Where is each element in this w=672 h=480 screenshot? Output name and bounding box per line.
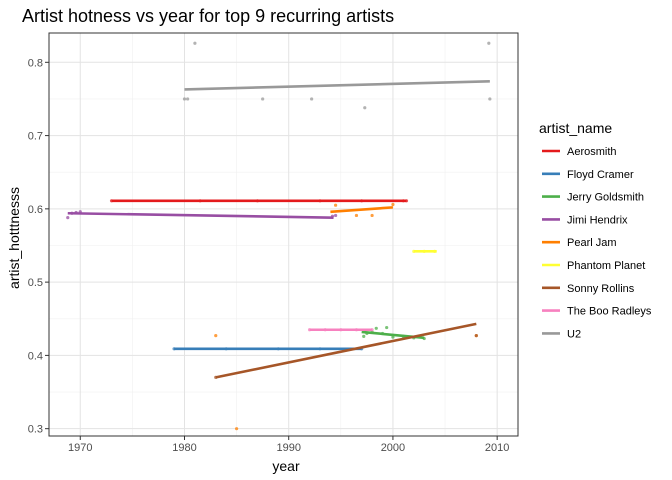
x-tick-label: 1990 [276,442,300,454]
legend-label: Jerry Goldsmith [567,192,644,204]
x-axis-title: year [272,458,300,474]
data-point [214,334,218,338]
data-point [182,97,187,101]
data-point [235,427,239,431]
y-axis-title: artist_hotttnesss [6,187,22,289]
chart-marks [66,41,492,431]
data-point [362,334,366,338]
legend: artist_name Aerosmith Floyd Cramer Jerry G… [539,120,652,340]
legend-title: artist_name [539,120,612,136]
x-tick-label: 1970 [68,442,92,454]
data-point [487,41,491,45]
data-point [193,41,197,45]
data-point [385,325,389,330]
y-tick-label: 0.8 [28,57,43,69]
data-point [186,97,190,101]
panel-border [48,32,519,437]
data-point [261,97,265,101]
data-point [66,216,70,220]
data-point [488,97,492,101]
y-tick-label: 0.7 [28,131,43,143]
chart-title: Artist hotness vs year for top 9 recurri… [22,6,394,26]
data-point [391,335,395,339]
y-tick-label: 0.3 [28,424,43,436]
legend-label: Phantom Planet [567,260,645,272]
data-point [334,213,338,218]
legend-label: Aerosmith [567,146,617,158]
plot-panel [48,32,519,437]
legend-label: U2 [567,328,581,340]
legend-label: Sonny Rollins [567,283,635,295]
legend-label: Floyd Cramer [567,169,634,181]
trend-line [184,80,490,91]
trend-line [215,322,477,379]
axis-ticks: 1970 1980 1990 2000 2010 0.3 0.4 0.5 0.6 0.7 0.8 [28,57,510,454]
y-tick-label: 0.5 [28,277,43,289]
data-point [334,203,338,207]
legend-label: The Boo Radleys [567,306,652,318]
legend-label: Pearl Jam [567,237,617,249]
data-point [310,97,314,101]
trend-line [67,211,334,219]
legend-label: Jimi Hendrix [567,214,628,226]
trend-line [330,206,394,214]
data-point [474,334,478,338]
y-tick-label: 0.6 [28,204,43,216]
x-tick-label: 2000 [381,442,405,454]
data-point [363,106,367,110]
data-point [354,213,359,218]
data-point [374,326,378,330]
x-tick-label: 1980 [172,442,196,454]
data-point [391,202,395,207]
data-point [370,213,374,218]
y-tick-label: 0.4 [28,350,43,362]
x-tick-label: 2010 [485,442,509,454]
